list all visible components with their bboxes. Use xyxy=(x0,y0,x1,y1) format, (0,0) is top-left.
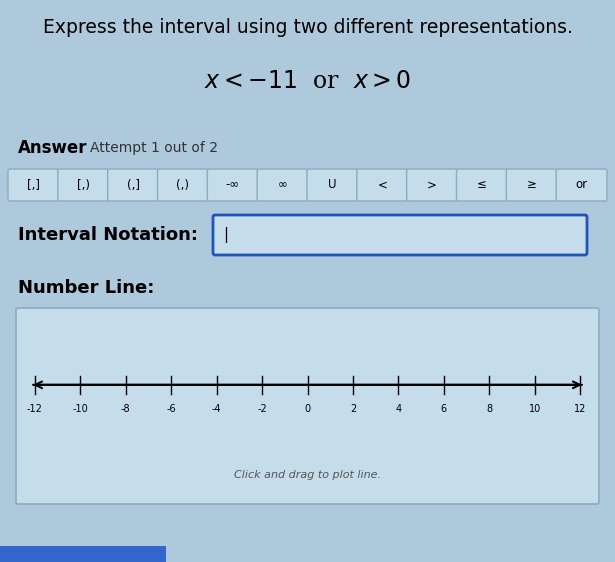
Text: |: | xyxy=(223,227,228,243)
Text: -10: -10 xyxy=(73,404,88,414)
FancyBboxPatch shape xyxy=(207,169,258,201)
Text: -∞: -∞ xyxy=(226,179,240,192)
Text: -6: -6 xyxy=(166,404,176,414)
Text: -8: -8 xyxy=(121,404,130,414)
FancyBboxPatch shape xyxy=(16,308,599,504)
Text: [,]: [,] xyxy=(27,179,40,192)
Text: 12: 12 xyxy=(574,404,586,414)
Text: or: or xyxy=(576,179,588,192)
Text: 10: 10 xyxy=(529,404,541,414)
Text: [,): [,) xyxy=(77,179,90,192)
Text: >: > xyxy=(427,179,437,192)
FancyBboxPatch shape xyxy=(108,169,159,201)
Text: 2: 2 xyxy=(350,404,356,414)
Text: -4: -4 xyxy=(212,404,221,414)
FancyBboxPatch shape xyxy=(257,169,308,201)
FancyBboxPatch shape xyxy=(407,169,458,201)
Text: $x < -11$  or  $x > 0$: $x < -11$ or $x > 0$ xyxy=(204,70,411,93)
Text: Click and drag to plot line.: Click and drag to plot line. xyxy=(234,470,381,480)
Text: ≥: ≥ xyxy=(527,179,537,192)
Text: (,]: (,] xyxy=(127,179,140,192)
FancyBboxPatch shape xyxy=(213,215,587,255)
Text: 4: 4 xyxy=(395,404,402,414)
FancyBboxPatch shape xyxy=(0,546,166,562)
Text: 8: 8 xyxy=(486,404,493,414)
Text: U: U xyxy=(328,179,336,192)
FancyBboxPatch shape xyxy=(456,169,507,201)
Text: Express the interval using two different representations.: Express the interval using two different… xyxy=(42,18,573,37)
FancyBboxPatch shape xyxy=(357,169,408,201)
Text: Attempt 1 out of 2: Attempt 1 out of 2 xyxy=(90,141,218,155)
Text: Answer: Answer xyxy=(18,139,87,157)
Text: ≤: ≤ xyxy=(477,179,487,192)
Text: 6: 6 xyxy=(441,404,447,414)
FancyBboxPatch shape xyxy=(307,169,358,201)
Text: Interval Notation:: Interval Notation: xyxy=(18,226,198,244)
Text: (,): (,) xyxy=(177,179,189,192)
FancyBboxPatch shape xyxy=(556,169,607,201)
FancyBboxPatch shape xyxy=(8,169,59,201)
Text: -12: -12 xyxy=(27,404,43,414)
Text: 0: 0 xyxy=(304,404,311,414)
FancyBboxPatch shape xyxy=(506,169,557,201)
FancyBboxPatch shape xyxy=(58,169,109,201)
Text: -2: -2 xyxy=(257,404,267,414)
Text: <: < xyxy=(378,179,387,192)
Text: Number Line:: Number Line: xyxy=(18,279,154,297)
FancyBboxPatch shape xyxy=(157,169,208,201)
Text: ∞: ∞ xyxy=(278,179,287,192)
